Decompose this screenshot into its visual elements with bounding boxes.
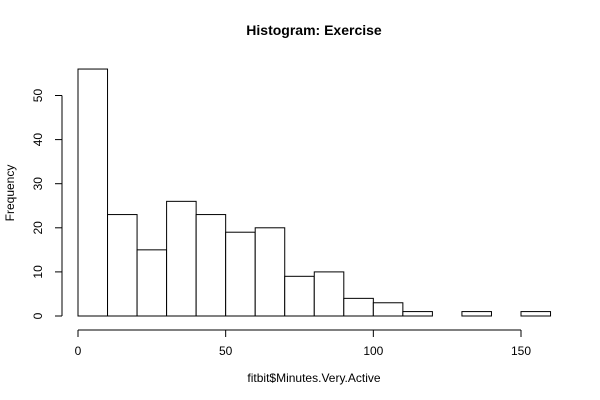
x-axis-label: fitbit$Minutes.Very.Active bbox=[247, 371, 380, 385]
bars-group bbox=[77, 68, 552, 317]
y-axis: 0 10 20 30 40 50 bbox=[31, 89, 63, 319]
y-tick-label: 10 bbox=[31, 265, 45, 279]
histogram-bar bbox=[195, 214, 227, 317]
x-tick-label: 100 bbox=[363, 344, 383, 358]
y-tick-label: 30 bbox=[31, 177, 45, 191]
histogram-bar bbox=[77, 68, 109, 317]
x-axis: 0 50 100 150 bbox=[75, 329, 531, 358]
histogram-bar bbox=[166, 200, 197, 317]
histogram-bar bbox=[520, 311, 552, 317]
y-tick-label: 50 bbox=[31, 89, 45, 103]
chart-title: Histogram: Exercise bbox=[246, 22, 382, 38]
histogram-bar bbox=[136, 249, 168, 317]
y-tick-label: 40 bbox=[31, 133, 45, 147]
histogram-bar bbox=[461, 311, 492, 317]
x-tick-label: 50 bbox=[219, 344, 233, 358]
y-tick-label: 20 bbox=[31, 221, 45, 235]
histogram-bar bbox=[343, 297, 374, 317]
histogram-bar bbox=[284, 275, 315, 317]
x-tick-label: 150 bbox=[511, 344, 531, 358]
histogram-bar bbox=[402, 311, 433, 317]
histogram-bar bbox=[372, 302, 404, 317]
histogram-bar bbox=[254, 227, 286, 317]
histogram-bar bbox=[313, 271, 345, 317]
histogram-bar bbox=[107, 214, 138, 317]
x-tick-label: 0 bbox=[75, 344, 82, 358]
y-tick-label: 0 bbox=[31, 312, 45, 319]
y-axis-label: Frequency bbox=[3, 165, 17, 222]
histogram-bar bbox=[225, 231, 256, 317]
